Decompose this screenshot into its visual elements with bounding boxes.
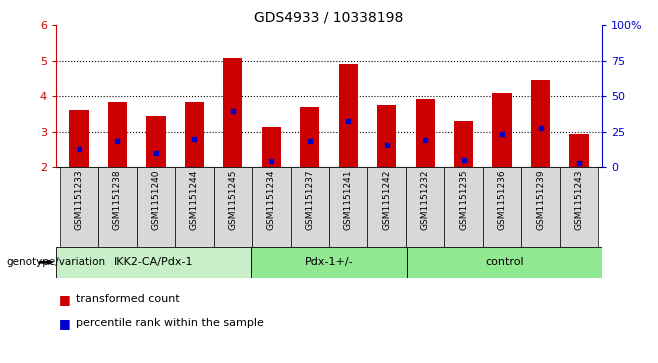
- Bar: [108, 102, 127, 167]
- Bar: [146, 116, 166, 167]
- FancyBboxPatch shape: [98, 167, 137, 247]
- FancyBboxPatch shape: [175, 167, 214, 247]
- FancyBboxPatch shape: [367, 167, 406, 247]
- Text: GSM1151245: GSM1151245: [228, 170, 238, 230]
- Bar: [339, 64, 358, 167]
- FancyBboxPatch shape: [560, 167, 598, 247]
- Text: ■: ■: [59, 317, 71, 330]
- Bar: [416, 99, 435, 167]
- Text: GSM1151234: GSM1151234: [266, 170, 276, 230]
- FancyBboxPatch shape: [291, 167, 329, 247]
- FancyBboxPatch shape: [56, 247, 251, 278]
- Text: GSM1151232: GSM1151232: [420, 170, 430, 230]
- Text: GDS4933 / 10338198: GDS4933 / 10338198: [254, 11, 404, 25]
- Text: GSM1151239: GSM1151239: [536, 170, 545, 230]
- Text: GSM1151233: GSM1151233: [74, 170, 84, 230]
- Text: GSM1151244: GSM1151244: [190, 170, 199, 230]
- FancyBboxPatch shape: [406, 167, 444, 247]
- Text: GSM1151237: GSM1151237: [305, 170, 315, 230]
- FancyBboxPatch shape: [252, 167, 291, 247]
- Text: control: control: [485, 257, 524, 267]
- Text: GSM1151242: GSM1151242: [382, 170, 392, 230]
- Text: GSM1151241: GSM1151241: [343, 170, 353, 230]
- Bar: [492, 93, 512, 167]
- Text: IKK2-CA/Pdx-1: IKK2-CA/Pdx-1: [114, 257, 193, 267]
- Bar: [300, 107, 319, 167]
- Bar: [569, 134, 589, 167]
- FancyBboxPatch shape: [214, 167, 252, 247]
- Text: percentile rank within the sample: percentile rank within the sample: [76, 318, 264, 328]
- Text: GSM1151238: GSM1151238: [113, 170, 122, 230]
- Text: genotype/variation: genotype/variation: [7, 257, 106, 267]
- Text: GSM1151240: GSM1151240: [151, 170, 161, 230]
- Bar: [69, 110, 89, 167]
- Bar: [531, 79, 550, 167]
- Text: GSM1151243: GSM1151243: [574, 170, 584, 230]
- FancyBboxPatch shape: [329, 167, 367, 247]
- FancyBboxPatch shape: [444, 167, 483, 247]
- Text: GSM1151236: GSM1151236: [497, 170, 507, 230]
- FancyBboxPatch shape: [137, 167, 175, 247]
- FancyBboxPatch shape: [251, 247, 407, 278]
- Bar: [377, 105, 396, 167]
- Text: transformed count: transformed count: [76, 294, 180, 305]
- FancyBboxPatch shape: [521, 167, 560, 247]
- Text: Pdx-1+/-: Pdx-1+/-: [305, 257, 353, 267]
- Bar: [223, 58, 242, 167]
- FancyBboxPatch shape: [483, 167, 521, 247]
- Bar: [262, 127, 281, 167]
- Text: GSM1151235: GSM1151235: [459, 170, 468, 230]
- FancyBboxPatch shape: [60, 167, 98, 247]
- FancyBboxPatch shape: [407, 247, 602, 278]
- Text: ■: ■: [59, 293, 71, 306]
- Bar: [454, 121, 473, 167]
- Bar: [185, 102, 204, 167]
